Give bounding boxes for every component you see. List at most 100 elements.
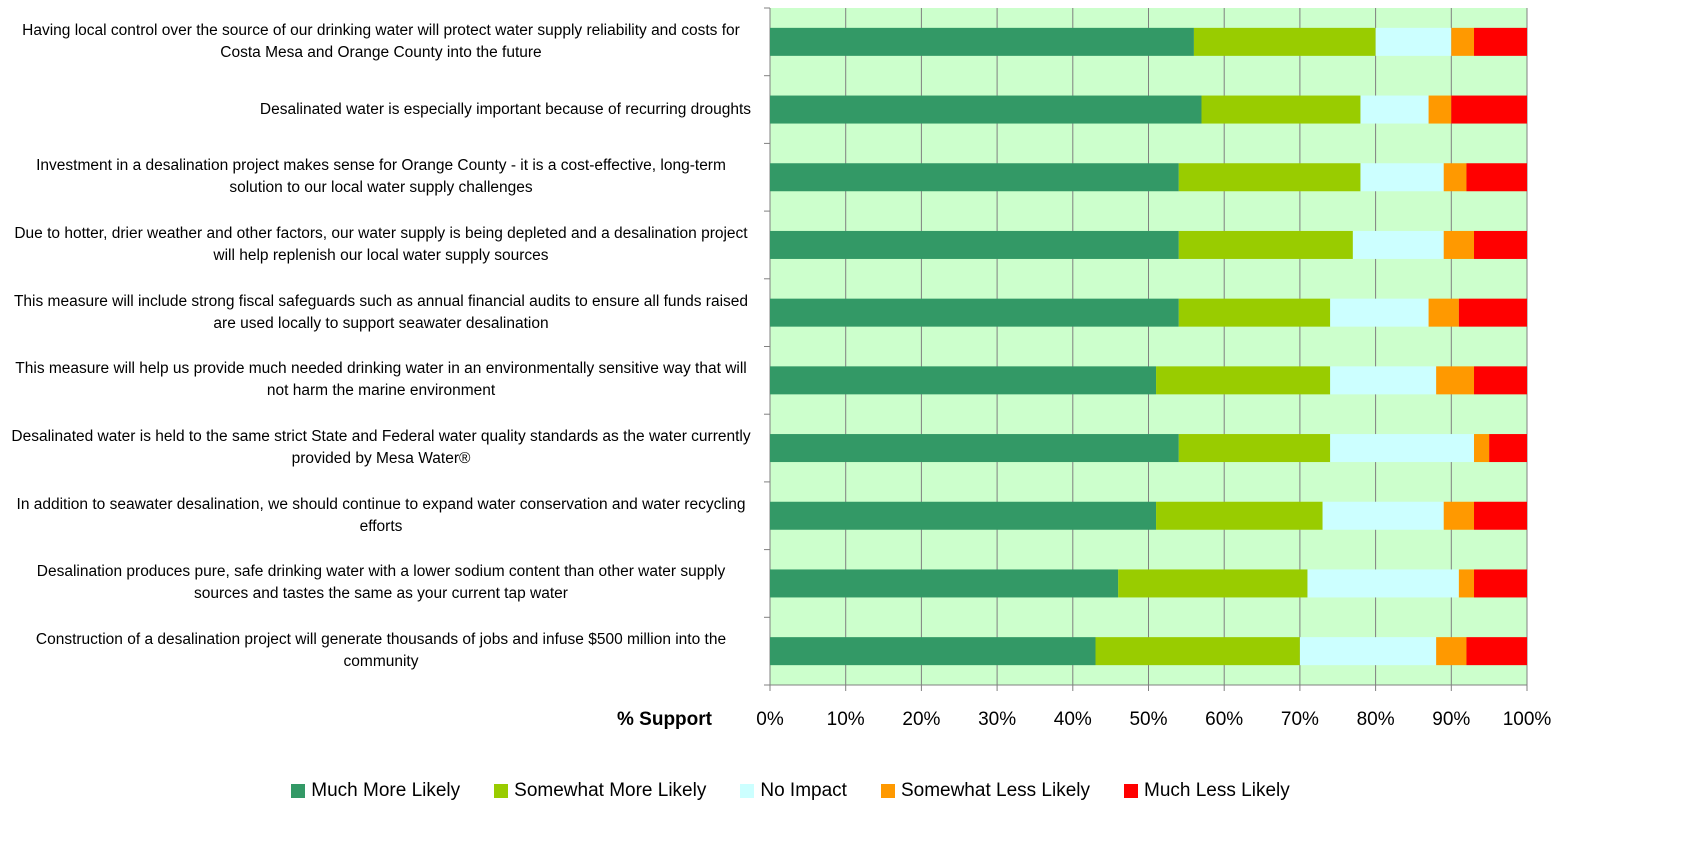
legend-item: Much More Likely — [291, 780, 460, 802]
bar-segment — [1489, 434, 1527, 463]
category-label: Desalinated water is especially importan… — [1, 80, 751, 140]
bar-segment — [1178, 434, 1331, 463]
legend-swatch — [740, 784, 755, 798]
legend-label: No Impact — [760, 780, 847, 801]
bar-segment — [1330, 366, 1437, 395]
bar-segment — [1474, 27, 1527, 56]
x-tick-label: 20% — [902, 709, 940, 730]
legend-label: Much Less Likely — [1144, 780, 1290, 801]
category-text: This measure will include strong fiscal … — [13, 292, 749, 332]
bar-segment — [1474, 366, 1527, 395]
x-tick-label: 80% — [1357, 709, 1395, 730]
bar-segment — [1466, 637, 1527, 666]
x-tick-label: 70% — [1281, 709, 1319, 730]
category-text: Having local control over the source of … — [22, 21, 740, 61]
category-label: Desalinated water is held to the same st… — [1, 418, 751, 478]
bar-segment — [1352, 230, 1444, 259]
bar-segment — [1095, 637, 1300, 666]
x-tick-label: 100% — [1503, 709, 1552, 730]
bar-segment — [1428, 95, 1452, 124]
bar-segment — [770, 569, 1119, 598]
x-tick-label: 40% — [1054, 709, 1092, 730]
bar-segment — [770, 163, 1179, 192]
bar-segment — [1360, 95, 1429, 124]
category-text: Construction of a desalination project w… — [35, 631, 727, 671]
legend-swatch — [291, 784, 306, 798]
bar-segment — [1474, 569, 1527, 598]
bar-segment — [1474, 230, 1527, 259]
legend: Much More Likely Somewhat More Likely No I… — [0, 780, 1581, 802]
bar-segment — [1299, 637, 1437, 666]
x-tick-label: 50% — [1129, 709, 1167, 730]
legend-swatch — [1124, 784, 1138, 798]
bar-segment — [1443, 501, 1475, 530]
x-tick-label: 60% — [1205, 709, 1243, 730]
legend-swatch — [494, 784, 509, 798]
category-label: This measure will help us provide much n… — [1, 350, 751, 410]
legend-label: Much More Likely — [311, 780, 461, 801]
bar-segment — [1201, 95, 1361, 124]
legend-label: Somewhat Less Likely — [900, 780, 1090, 801]
bar-segment — [770, 95, 1202, 124]
bar-segment — [770, 366, 1157, 395]
bar-segment — [770, 501, 1157, 530]
category-label: Investment in a desalination project mak… — [1, 147, 751, 207]
category-text: This measure will help us provide much n… — [15, 360, 747, 400]
category-text: Desalinated water is held to the same st… — [11, 428, 751, 468]
bar-segment — [1451, 95, 1527, 124]
bar-segment — [1443, 230, 1475, 259]
category-text: In addition to seawater desalination, we… — [16, 495, 746, 535]
bar-segment — [1330, 434, 1475, 463]
category-text: Due to hotter, drier weather and other f… — [14, 224, 748, 264]
x-tick-label: 90% — [1432, 709, 1470, 730]
category-text: Investment in a desalination project mak… — [36, 157, 726, 197]
category-label: Having local control over the source of … — [1, 12, 751, 72]
bar-segment — [1118, 569, 1308, 598]
bar-segment — [770, 27, 1194, 56]
bar-segment — [1458, 298, 1527, 327]
category-text: Desalinated water is especially importan… — [259, 100, 751, 118]
legend-item: No Impact — [740, 780, 847, 802]
bar-segment — [1178, 163, 1361, 192]
bar-segment — [770, 434, 1179, 463]
bar-segment — [1436, 637, 1467, 666]
bar-segment — [770, 230, 1179, 259]
bar-segment — [1436, 366, 1475, 395]
bar-segment — [1156, 366, 1331, 395]
legend-item: Somewhat Less Likely — [880, 780, 1090, 802]
bar-segment — [1322, 501, 1444, 530]
category-label: Due to hotter, drier weather and other f… — [1, 215, 751, 275]
category-label: Desalination produces pure, safe drinkin… — [1, 553, 751, 613]
bar-segment — [1474, 501, 1527, 530]
bar-segment — [1458, 569, 1475, 598]
legend-swatch — [880, 784, 895, 798]
x-axis-label: % Support — [617, 709, 713, 730]
bar-segment — [1428, 298, 1459, 327]
bar-segment — [1178, 230, 1353, 259]
legend-label: Somewhat More Likely — [514, 780, 707, 801]
bar-segment — [1307, 569, 1459, 598]
bar-segment — [1330, 298, 1429, 327]
legend-item: Somewhat More Likely — [494, 780, 706, 802]
bar-segment — [1375, 27, 1452, 56]
x-tick-label: 10% — [827, 709, 865, 730]
bar-segment — [1451, 27, 1475, 56]
x-tick-label: 30% — [978, 709, 1016, 730]
legend-item: Much Less Likely — [1124, 780, 1290, 802]
bar-segment — [1193, 27, 1376, 56]
category-label: In addition to seawater desalination, we… — [1, 486, 751, 546]
x-tick-label: 0% — [756, 709, 784, 730]
category-text: Desalination produces pure, safe drinkin… — [36, 563, 726, 603]
bar-segment — [1360, 163, 1444, 192]
bar-segment — [1443, 163, 1467, 192]
bar-segment — [1178, 298, 1331, 327]
category-label: Construction of a desalination project w… — [1, 621, 751, 681]
bar-segment — [1156, 501, 1323, 530]
bar-segment — [1466, 163, 1527, 192]
bar-segment — [770, 637, 1096, 666]
category-label: This measure will include strong fiscal … — [1, 283, 751, 343]
bar-segment — [1474, 434, 1490, 463]
bar-segment — [770, 298, 1179, 327]
